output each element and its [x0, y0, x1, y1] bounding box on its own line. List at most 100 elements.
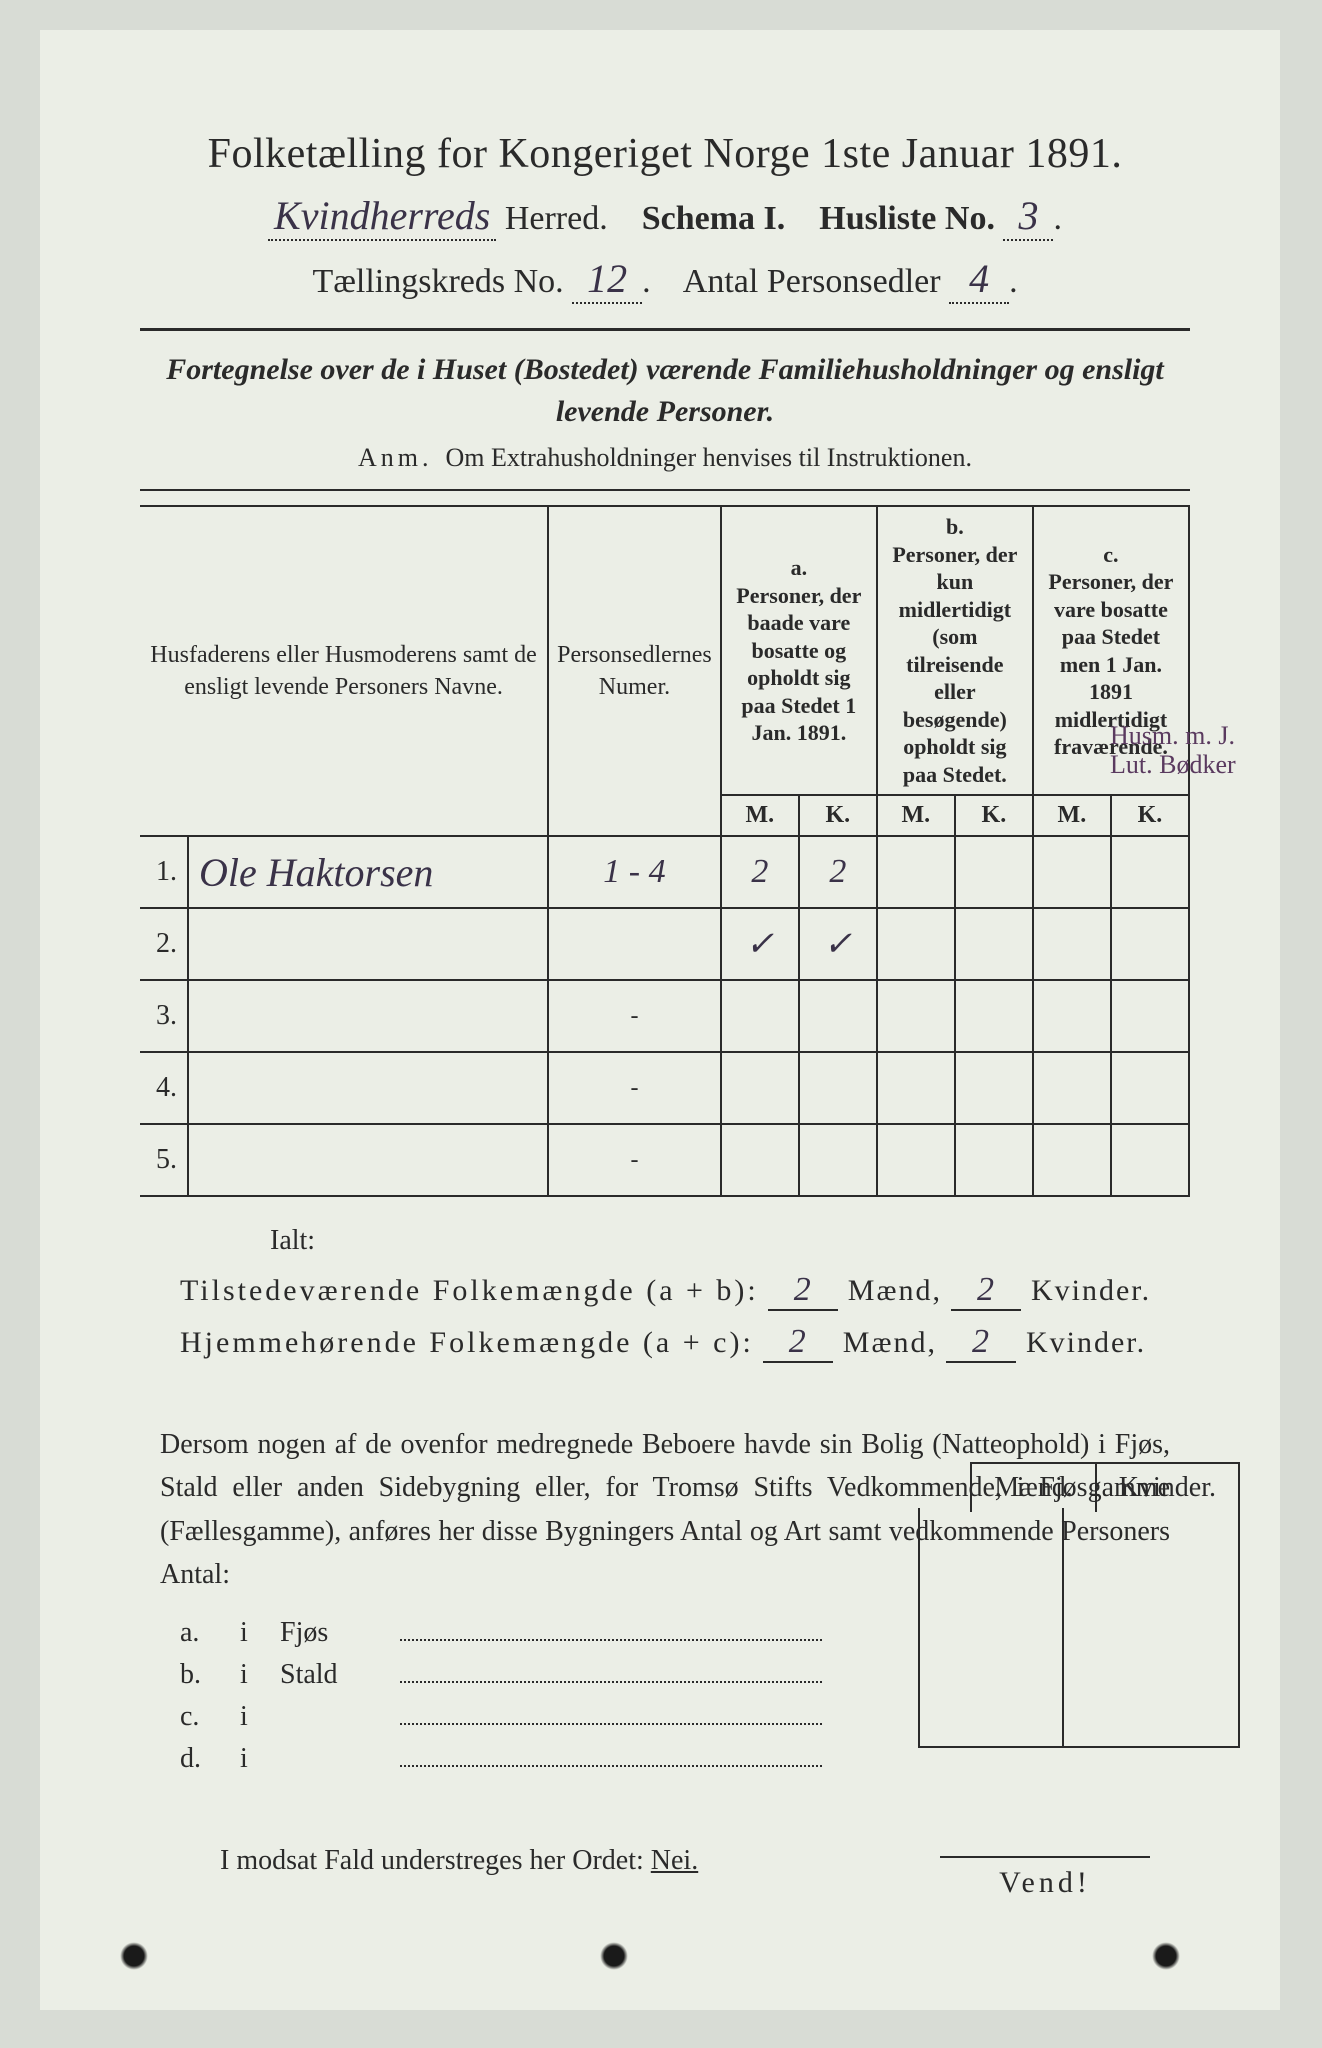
- anm-lead: Anm.: [358, 443, 433, 472]
- col-b-header: Personer, der kun midlertidigt (som tilr…: [892, 542, 1017, 787]
- intro-line1: Fortegnelse over de i Huset (Bostedet) v…: [166, 353, 1164, 386]
- census-table: Husfaderens eller Husmoderens samt de en…: [140, 505, 1190, 1197]
- kreds-label: Tællingskreds No.: [312, 263, 563, 300]
- item-letter: b.: [180, 1659, 240, 1691]
- col-b-m: M.: [877, 795, 955, 836]
- punch-hole-icon: [600, 1942, 628, 1970]
- row-pnum: [548, 908, 721, 980]
- home-kvinder: 2: [946, 1323, 1016, 1363]
- cell-ck: [1111, 908, 1189, 980]
- nei-word: Nei.: [651, 1845, 698, 1876]
- dotted-line: [400, 1749, 822, 1767]
- schema-label: Schema I.: [642, 200, 786, 237]
- kreds-line: Tællingskreds No. 12. Antal Personsedler…: [140, 255, 1190, 304]
- nei-text: I modsat Fald understreges her Ordet:: [220, 1845, 644, 1876]
- list-item: d. i: [180, 1743, 1170, 1775]
- total-home-line: Hjemmehørende Folkemængde (a + c): 2 Mæn…: [180, 1323, 1190, 1363]
- cell-ck: [1111, 1124, 1189, 1196]
- home-label: Hjemmehørende Folkemængde (a + c):: [180, 1326, 754, 1359]
- table-row: 1. Ole Haktorsen 1 - 4 2 2: [140, 836, 1189, 908]
- vend-label: Vend!: [940, 1856, 1150, 1900]
- kreds-no: 12: [572, 255, 642, 304]
- cell-am: 2: [751, 853, 768, 890]
- table-row: 3. -: [140, 980, 1189, 1052]
- col-name-header: Husfaderens eller Husmoderens samt de en…: [150, 642, 537, 700]
- col-a-top: a.: [791, 555, 808, 580]
- col-a-k: K.: [799, 795, 877, 836]
- cell-ak: [799, 1052, 877, 1124]
- maend-label: Mænd,: [848, 1274, 942, 1307]
- ialt-label: Ialt:: [270, 1225, 1190, 1257]
- divider-2: [140, 489, 1190, 491]
- row-num: 3.: [140, 980, 188, 1052]
- row-pnum: -: [548, 980, 721, 1052]
- dwelling-list: a. i Fjøs b. i Stald c. i d. i: [180, 1617, 1170, 1775]
- row-pnum: -: [548, 1124, 721, 1196]
- margin-annotation: Husm. m. J. Lut. Bødker: [1110, 722, 1260, 779]
- herred-handwritten: Kvindherreds: [268, 192, 496, 241]
- cell-bm: [877, 1052, 955, 1124]
- cell-bm: [877, 908, 955, 980]
- list-item: a. i Fjøs: [180, 1617, 1170, 1649]
- dotted-line: [400, 1623, 822, 1641]
- punch-hole-icon: [1152, 1942, 1180, 1970]
- col-a-m: M.: [721, 795, 799, 836]
- table-row: 2. ✓ ✓: [140, 908, 1189, 980]
- item-i: i: [240, 1701, 280, 1733]
- intro-line2: levende Personer.: [556, 395, 774, 428]
- table-row: 4. -: [140, 1052, 1189, 1124]
- row-pnum: 1 - 4: [603, 853, 665, 890]
- col-c-k: K.: [1111, 795, 1189, 836]
- item-i: i: [240, 1617, 280, 1649]
- cell-am: [721, 1052, 799, 1124]
- item-i: i: [240, 1659, 280, 1691]
- total-present-line: Tilstedeværende Folkemængde (a + b): 2 M…: [180, 1271, 1190, 1311]
- list-item: b. i Stald: [180, 1659, 1170, 1691]
- col-c-top: c.: [1103, 542, 1118, 567]
- present-label: Tilstedeværende Folkemængde (a + b):: [180, 1274, 759, 1307]
- cell-cm: [1033, 1124, 1111, 1196]
- row-name: [188, 980, 548, 1052]
- cell-ck: [1111, 980, 1189, 1052]
- item-what: Stald: [280, 1659, 400, 1691]
- census-form-page: Folketælling for Kongeriget Norge 1ste J…: [40, 30, 1280, 2010]
- mk-header: Mænd. Kvinder.: [970, 1462, 1240, 1512]
- anm-rest: Om Extrahusholdninger henvises til Instr…: [446, 443, 972, 472]
- item-i: i: [240, 1743, 280, 1775]
- col-num-header: Personsedlernes Numer.: [557, 642, 712, 700]
- item-letter: c.: [180, 1701, 240, 1733]
- cell-ak: ✓: [824, 926, 853, 963]
- anm-line: Anm. Om Extrahusholdninger henvises til …: [140, 443, 1190, 473]
- cell-bk: [955, 980, 1033, 1052]
- cell-cm: [1033, 980, 1111, 1052]
- col-a-header: Personer, der baade vare bosatte og opho…: [736, 583, 861, 746]
- husliste-label: Husliste No.: [819, 200, 995, 237]
- punch-hole-icon: [120, 1942, 148, 1970]
- cell-cm: [1033, 908, 1111, 980]
- item-what: Fjøs: [280, 1617, 400, 1649]
- row-num: 5.: [140, 1124, 188, 1196]
- cell-ak: 2: [829, 853, 846, 890]
- cell-ck: [1111, 836, 1189, 908]
- row-name: Ole Haktorsen: [199, 849, 433, 896]
- col-c-m: M.: [1033, 795, 1111, 836]
- row-num: 2.: [140, 908, 188, 980]
- maend-col-header: Mænd.: [970, 1462, 1097, 1512]
- item-letter: d.: [180, 1743, 240, 1775]
- herred-line: Kvindherreds Herred. Schema I. Husliste …: [140, 192, 1190, 241]
- row-num: 4.: [140, 1052, 188, 1124]
- row-name: [188, 1052, 548, 1124]
- page-title: Folketælling for Kongeriget Norge 1ste J…: [140, 130, 1190, 178]
- cell-am: [721, 980, 799, 1052]
- cell-am: ✓: [746, 926, 775, 963]
- dotted-line: [400, 1665, 822, 1683]
- divider-1: [140, 328, 1190, 331]
- cell-ak: [799, 1124, 877, 1196]
- row-name: [188, 1124, 548, 1196]
- cell-bm: [877, 980, 955, 1052]
- cell-bm: [877, 1124, 955, 1196]
- table-row: 5. -: [140, 1124, 1189, 1196]
- list-item: c. i: [180, 1701, 1170, 1733]
- maend-label2: Mænd,: [843, 1326, 937, 1359]
- cell-bk: [955, 1052, 1033, 1124]
